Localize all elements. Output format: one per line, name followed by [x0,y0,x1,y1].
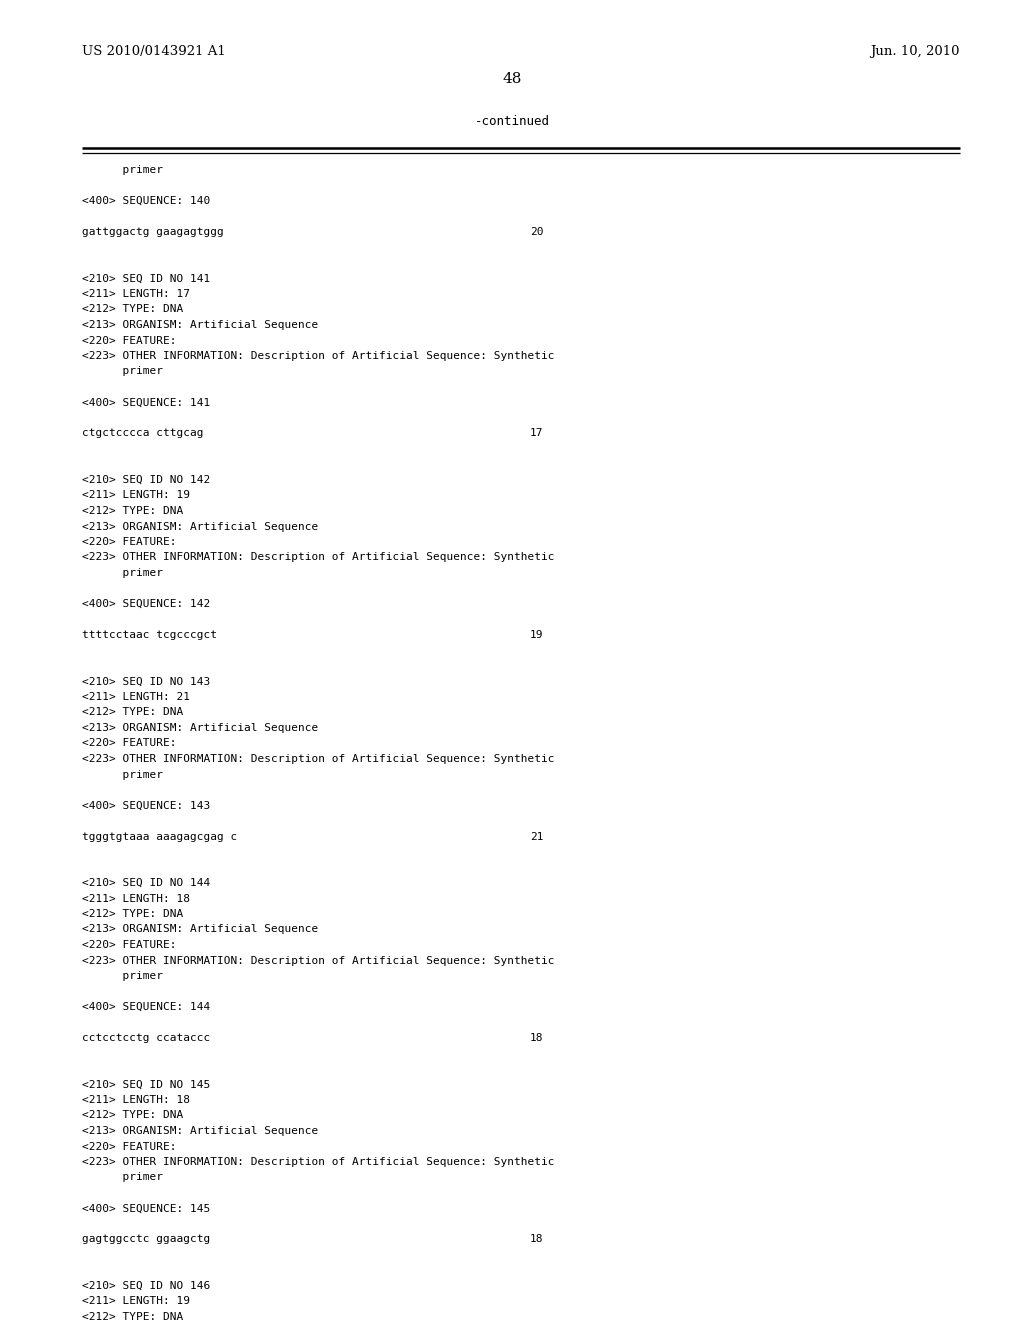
Text: primer: primer [82,568,163,578]
Text: <211> LENGTH: 19: <211> LENGTH: 19 [82,1296,190,1307]
Text: ttttcctaac tcgcccgct: ttttcctaac tcgcccgct [82,630,217,640]
Text: <213> ORGANISM: Artificial Sequence: <213> ORGANISM: Artificial Sequence [82,521,318,532]
Text: <213> ORGANISM: Artificial Sequence: <213> ORGANISM: Artificial Sequence [82,924,318,935]
Text: <400> SEQUENCE: 140: <400> SEQUENCE: 140 [82,195,210,206]
Text: <223> OTHER INFORMATION: Description of Artificial Sequence: Synthetic: <223> OTHER INFORMATION: Description of … [82,351,555,360]
Text: primer: primer [82,972,163,981]
Text: <212> TYPE: DNA: <212> TYPE: DNA [82,1312,183,1320]
Text: <211> LENGTH: 19: <211> LENGTH: 19 [82,491,190,500]
Text: -continued: -continued [474,115,550,128]
Text: <212> TYPE: DNA: <212> TYPE: DNA [82,909,183,919]
Text: <210> SEQ ID NO 141: <210> SEQ ID NO 141 [82,273,210,284]
Text: 19: 19 [530,630,544,640]
Text: 20: 20 [530,227,544,238]
Text: 21: 21 [530,832,544,842]
Text: primer: primer [82,367,163,376]
Text: <210> SEQ ID NO 143: <210> SEQ ID NO 143 [82,676,210,686]
Text: cctcctcctg ccataccc: cctcctcctg ccataccc [82,1034,210,1043]
Text: <211> LENGTH: 17: <211> LENGTH: 17 [82,289,190,300]
Text: <400> SEQUENCE: 145: <400> SEQUENCE: 145 [82,1204,210,1213]
Text: primer: primer [82,1172,163,1183]
Text: <220> FEATURE:: <220> FEATURE: [82,940,176,950]
Text: <210> SEQ ID NO 144: <210> SEQ ID NO 144 [82,878,210,888]
Text: <400> SEQUENCE: 141: <400> SEQUENCE: 141 [82,397,210,408]
Text: <212> TYPE: DNA: <212> TYPE: DNA [82,305,183,314]
Text: <210> SEQ ID NO 146: <210> SEQ ID NO 146 [82,1280,210,1291]
Text: <400> SEQUENCE: 143: <400> SEQUENCE: 143 [82,800,210,810]
Text: <220> FEATURE:: <220> FEATURE: [82,537,176,546]
Text: <210> SEQ ID NO 142: <210> SEQ ID NO 142 [82,475,210,484]
Text: <213> ORGANISM: Artificial Sequence: <213> ORGANISM: Artificial Sequence [82,1126,318,1137]
Text: <212> TYPE: DNA: <212> TYPE: DNA [82,708,183,718]
Text: <223> OTHER INFORMATION: Description of Artificial Sequence: Synthetic: <223> OTHER INFORMATION: Description of … [82,553,555,562]
Text: <210> SEQ ID NO 145: <210> SEQ ID NO 145 [82,1080,210,1089]
Text: 18: 18 [530,1234,544,1245]
Text: <220> FEATURE:: <220> FEATURE: [82,1142,176,1151]
Text: <223> OTHER INFORMATION: Description of Artificial Sequence: Synthetic: <223> OTHER INFORMATION: Description of … [82,754,555,764]
Text: <400> SEQUENCE: 142: <400> SEQUENCE: 142 [82,599,210,609]
Text: <212> TYPE: DNA: <212> TYPE: DNA [82,506,183,516]
Text: ctgctcccca cttgcag: ctgctcccca cttgcag [82,429,204,438]
Text: gagtggcctc ggaagctg: gagtggcctc ggaagctg [82,1234,210,1245]
Text: <212> TYPE: DNA: <212> TYPE: DNA [82,1110,183,1121]
Text: <400> SEQUENCE: 144: <400> SEQUENCE: 144 [82,1002,210,1012]
Text: <220> FEATURE:: <220> FEATURE: [82,738,176,748]
Text: primer: primer [82,165,163,176]
Text: <211> LENGTH: 21: <211> LENGTH: 21 [82,692,190,702]
Text: <223> OTHER INFORMATION: Description of Artificial Sequence: Synthetic: <223> OTHER INFORMATION: Description of … [82,956,555,965]
Text: <223> OTHER INFORMATION: Description of Artificial Sequence: Synthetic: <223> OTHER INFORMATION: Description of … [82,1158,555,1167]
Text: <211> LENGTH: 18: <211> LENGTH: 18 [82,894,190,903]
Text: <213> ORGANISM: Artificial Sequence: <213> ORGANISM: Artificial Sequence [82,723,318,733]
Text: <213> ORGANISM: Artificial Sequence: <213> ORGANISM: Artificial Sequence [82,319,318,330]
Text: Jun. 10, 2010: Jun. 10, 2010 [870,45,961,58]
Text: 18: 18 [530,1034,544,1043]
Text: <211> LENGTH: 18: <211> LENGTH: 18 [82,1096,190,1105]
Text: gattggactg gaagagtggg: gattggactg gaagagtggg [82,227,224,238]
Text: <220> FEATURE:: <220> FEATURE: [82,335,176,346]
Text: primer: primer [82,770,163,780]
Text: tgggtgtaaa aaagagcgag c: tgggtgtaaa aaagagcgag c [82,832,238,842]
Text: 48: 48 [503,73,521,86]
Text: 17: 17 [530,429,544,438]
Text: US 2010/0143921 A1: US 2010/0143921 A1 [82,45,225,58]
